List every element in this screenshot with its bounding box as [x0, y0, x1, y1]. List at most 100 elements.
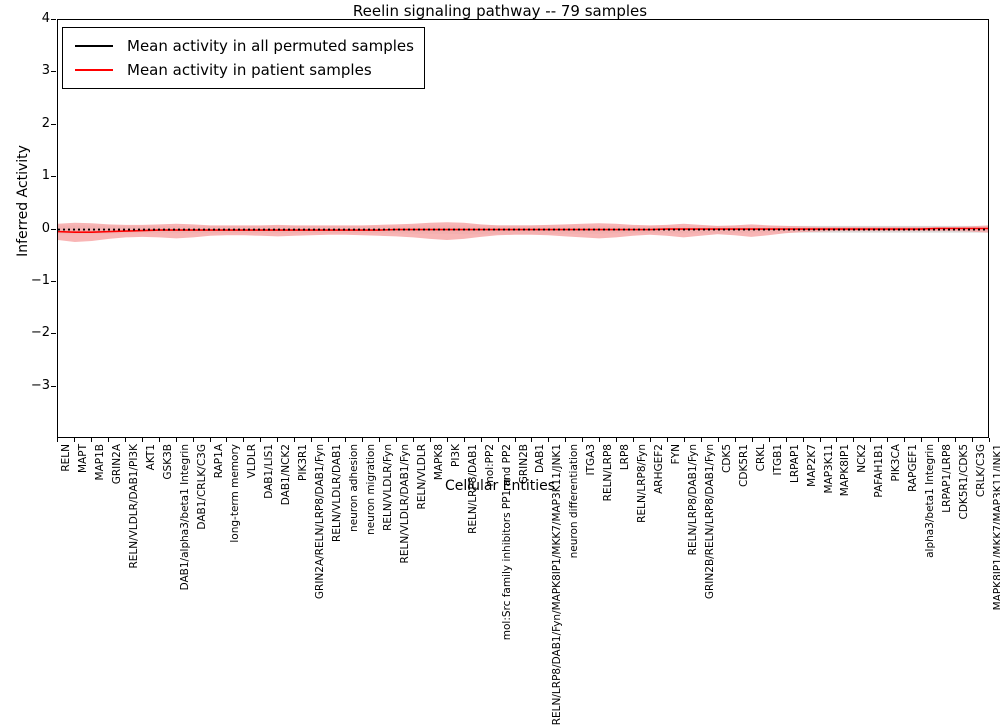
x-tick-mark: [887, 438, 889, 442]
y-axis-label: Inferred Activity: [15, 145, 31, 257]
x-tick-mark: [124, 438, 126, 442]
x-tick-label: RAP1A: [212, 444, 225, 479]
y-tick-label: 2: [41, 115, 50, 131]
x-tick-label: RELN/VLDLR/DAB1/PI3K: [127, 444, 140, 569]
x-tick-mark: [107, 438, 109, 442]
x-tick-mark: [734, 438, 736, 442]
x-tick-mark: [717, 438, 719, 442]
x-tick-label: ITGA3: [585, 444, 598, 476]
x-tick-mark: [90, 438, 92, 442]
x-tick-mark: [294, 438, 296, 442]
x-tick-mark: [633, 438, 635, 442]
y-tick-mark: [51, 385, 56, 387]
y-tick-mark: [51, 123, 56, 125]
x-tick-mark: [311, 438, 313, 442]
x-tick-mark: [819, 438, 821, 442]
x-tick-mark: [751, 438, 753, 442]
x-tick-label: PIK3CA: [890, 444, 903, 482]
x-tick-mark: [616, 438, 618, 442]
x-tick-label: neuron differentiation: [568, 444, 581, 559]
y-tick-mark: [51, 333, 56, 335]
x-tick-mark: [700, 438, 702, 442]
y-tick-mark: [51, 19, 56, 20]
x-tick-label: MAP1B: [93, 444, 106, 481]
y-tick-mark: [51, 228, 56, 230]
x-tick-label: MAPK8: [432, 444, 445, 481]
x-tick-mark: [378, 438, 380, 442]
x-tick-label: LRP8: [619, 444, 632, 471]
y-tick-mark: [51, 176, 56, 178]
x-tick-label: NCK2: [856, 444, 869, 473]
chart-title: Reelin signaling pathway -- 79 samples: [352, 2, 648, 20]
x-tick-mark: [362, 438, 364, 442]
x-tick-mark: [209, 438, 211, 442]
x-tick-mark: [412, 438, 414, 442]
x-tick-mark: [853, 438, 855, 442]
x-tick-mark: [243, 438, 245, 442]
x-tick-mark: [989, 438, 990, 442]
x-tick-label: alpha3/beta1 Integrin: [924, 444, 937, 558]
x-tick-mark: [955, 438, 957, 442]
x-tick-label: VLDLR: [246, 444, 259, 479]
x-tick-mark: [514, 438, 516, 442]
x-tick-mark: [158, 438, 160, 442]
x-tick-mark: [192, 438, 194, 442]
x-tick-label: PI3K: [449, 444, 462, 467]
x-tick-mark: [226, 438, 228, 442]
x-tick-label: DAB1: [534, 444, 547, 473]
x-tick-mark: [463, 438, 465, 442]
x-tick-mark: [328, 438, 330, 442]
x-tick-label: CRKL: [754, 444, 767, 472]
x-tick-label: RELN/VLDLR/DAB1/Fyn: [398, 444, 411, 564]
x-tick-mark: [972, 438, 974, 442]
x-tick-label: DAB1/NCK2: [280, 444, 293, 506]
band-patient-samples: [58, 222, 988, 243]
x-tick-mark: [785, 438, 787, 442]
legend-swatch-permuted: [75, 45, 113, 47]
x-tick-mark: [141, 438, 143, 442]
x-tick-label: MAPK8IP1/MKK7/MAP3K11/JNK1: [992, 444, 1000, 611]
x-tick-label: RELN: [60, 444, 72, 472]
y-tick-label: −1: [30, 272, 50, 288]
plot-canvas: [58, 222, 988, 243]
y-tick-label: 4: [41, 11, 50, 26]
legend-item-patient: Mean activity in patient samples: [69, 58, 414, 82]
y-tick-label: 3: [41, 63, 50, 79]
x-axis-label: Cellular Entities: [444, 478, 556, 494]
x-tick-label: GRIN2A/RELN/LRP8/DAB1/Fyn: [314, 444, 327, 600]
x-tick-label: ITGB1: [771, 444, 784, 476]
x-tick-mark: [683, 438, 685, 442]
x-tick-mark: [73, 438, 75, 442]
x-tick-mark: [531, 438, 533, 442]
legend-item-permuted: Mean activity in all permuted samples: [69, 34, 414, 58]
x-tick-mark: [497, 438, 499, 442]
x-tick-mark: [345, 438, 347, 442]
legend-label-permuted: Mean activity in all permuted samples: [127, 37, 414, 55]
x-tick-label: AKT1: [144, 444, 157, 471]
x-tick-mark: [565, 438, 567, 442]
x-tick-mark: [938, 438, 940, 442]
chart-legend: Mean activity in all permuted samples Me…: [62, 27, 425, 89]
x-tick-mark: [260, 438, 262, 442]
x-tick-mark: [395, 438, 397, 442]
y-tick-mark: [51, 71, 56, 73]
legend-swatch-patient: [75, 69, 113, 71]
y-tick-label: −3: [30, 377, 50, 393]
y-tick-label: 0: [41, 220, 50, 236]
x-tick-mark: [870, 438, 872, 442]
x-tick-label: GSK3B: [161, 444, 174, 480]
x-tick-label: FYN: [670, 444, 683, 465]
x-tick-label: CDK5: [720, 444, 733, 473]
x-tick-mark: [768, 438, 770, 442]
x-tick-label: GRIN2B/RELN/LRP8/DAB1/Fyn: [703, 444, 716, 600]
x-tick-label: DAB1/alpha3/beta1 Integrin: [178, 444, 191, 591]
x-tick-mark: [175, 438, 177, 442]
x-tick-mark: [57, 438, 58, 442]
x-tick-label: PIK3R1: [297, 444, 310, 481]
x-tick-mark: [921, 438, 923, 442]
x-tick-mark: [582, 438, 584, 442]
y-tick-label: 1: [41, 168, 50, 184]
x-tick-mark: [667, 438, 669, 442]
x-tick-mark: [904, 438, 906, 442]
y-tick-mark: [51, 280, 56, 282]
